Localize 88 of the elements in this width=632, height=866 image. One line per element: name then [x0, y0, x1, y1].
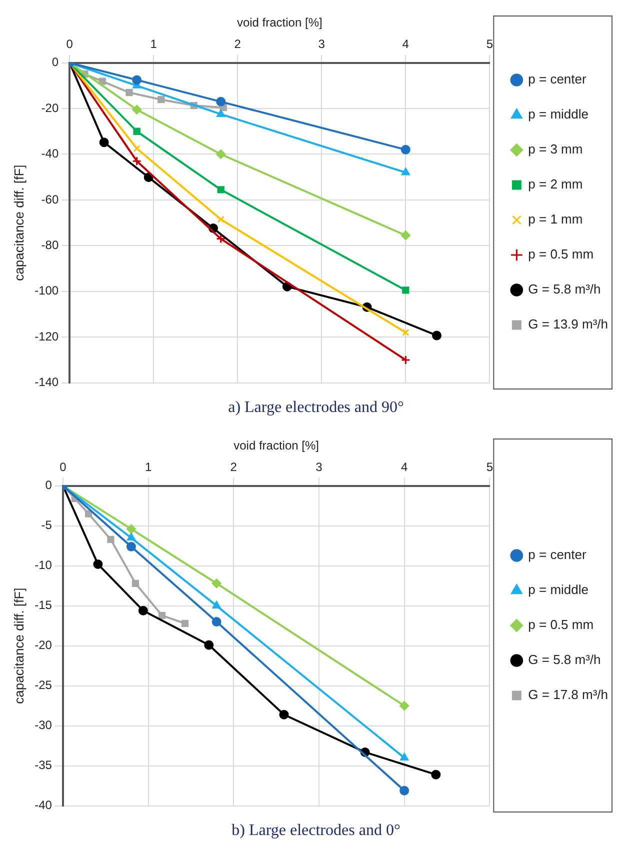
point — [98, 78, 106, 85]
x-tick-label: 2 — [230, 460, 238, 474]
text: a) Large electrodes and 90° — [227, 399, 405, 417]
y-tick-label: -120 — [34, 329, 59, 344]
x-tick-label: 3 — [318, 36, 326, 51]
point — [400, 230, 410, 240]
point — [132, 580, 140, 587]
point — [401, 168, 410, 176]
y-tick-label: -140 — [34, 375, 59, 390]
point — [400, 144, 410, 154]
text: b) Large electrodes and 0° — [230, 822, 402, 840]
point — [216, 109, 226, 117]
x-tick-label: 5 — [486, 36, 494, 51]
x-axis-title: void fraction [%] — [234, 438, 319, 453]
point — [204, 640, 214, 650]
point — [181, 620, 189, 627]
point — [431, 770, 441, 780]
legend-label: p = middle — [528, 582, 589, 598]
y-axis-title: capacitance diff. [fF] — [11, 588, 26, 704]
legend-label: p = 2 mm — [528, 176, 583, 192]
legend-label: G = 5.8 m³/h — [528, 652, 601, 668]
point — [132, 75, 142, 85]
point — [212, 617, 222, 627]
point — [216, 96, 226, 106]
point — [279, 710, 289, 720]
x-axis-title: void fraction [%] — [236, 16, 322, 30]
point — [126, 524, 136, 534]
point — [158, 612, 166, 619]
y-tick-label: -40 — [34, 798, 52, 812]
legend-label: p = middle — [528, 106, 589, 122]
x-tick-label: 4 — [402, 36, 410, 51]
y-tick-label: -80 — [41, 238, 59, 252]
point — [212, 601, 221, 609]
legend-label: G = 17.8 m³/h — [528, 687, 608, 702]
point — [133, 128, 140, 135]
point — [402, 286, 410, 294]
point — [400, 355, 410, 365]
y-tick-label: -25 — [34, 678, 52, 692]
y-tick-label: 0 — [45, 478, 52, 492]
x-tick-label: 0 — [66, 36, 74, 51]
x-tick-label: 3 — [316, 460, 323, 474]
point — [216, 234, 226, 244]
legend-label: G = 13.9 m³/h — [528, 316, 608, 332]
point — [133, 144, 140, 152]
y-tick-label: -20 — [41, 100, 59, 115]
legend-label: p = 3 mm — [528, 142, 583, 157]
x-tick-label: 1 — [150, 36, 158, 51]
x-tick-label: 2 — [234, 36, 242, 51]
point — [132, 156, 142, 166]
legend-label: p = center — [528, 547, 588, 562]
point — [126, 542, 136, 552]
point — [400, 753, 409, 761]
point — [212, 578, 222, 588]
x-tick-label: 4 — [400, 460, 408, 474]
point — [216, 149, 226, 159]
point — [93, 559, 103, 569]
y-tick-label: -35 — [34, 758, 52, 772]
y-tick-label: -20 — [34, 638, 52, 652]
y-tick-label: -30 — [34, 718, 52, 732]
x-tick-label: 1 — [144, 460, 152, 474]
legend-label: G = 5.8 m³/h — [528, 282, 601, 297]
point — [217, 186, 224, 194]
y-tick-label: -10 — [34, 558, 52, 572]
point — [400, 701, 410, 711]
point — [158, 96, 165, 104]
point — [400, 786, 410, 796]
point — [127, 533, 136, 541]
point — [84, 510, 92, 518]
legend-label: p = 0.5 mm — [528, 246, 594, 262]
y-tick-label: -5 — [41, 518, 52, 532]
x-tick-label: 5 — [486, 460, 494, 474]
point — [138, 606, 148, 616]
point — [432, 330, 442, 340]
point — [107, 536, 114, 543]
point — [217, 216, 224, 223]
legend-label: p = center — [528, 72, 588, 87]
legend-label: p = 0.5 mm — [528, 617, 594, 632]
y-axis-title: capacitance diff. [fF] — [11, 164, 26, 281]
y-tick-label: -15 — [34, 598, 52, 612]
y-tick-label: -40 — [41, 146, 59, 161]
point — [99, 138, 109, 148]
y-tick-label: -60 — [41, 192, 59, 206]
y-tick-label: 0 — [52, 55, 59, 70]
point — [402, 328, 410, 336]
y-tick-label: -100 — [34, 284, 59, 298]
point — [126, 88, 133, 96]
point — [132, 104, 142, 114]
legend-label: p = 1 mm — [528, 212, 583, 227]
